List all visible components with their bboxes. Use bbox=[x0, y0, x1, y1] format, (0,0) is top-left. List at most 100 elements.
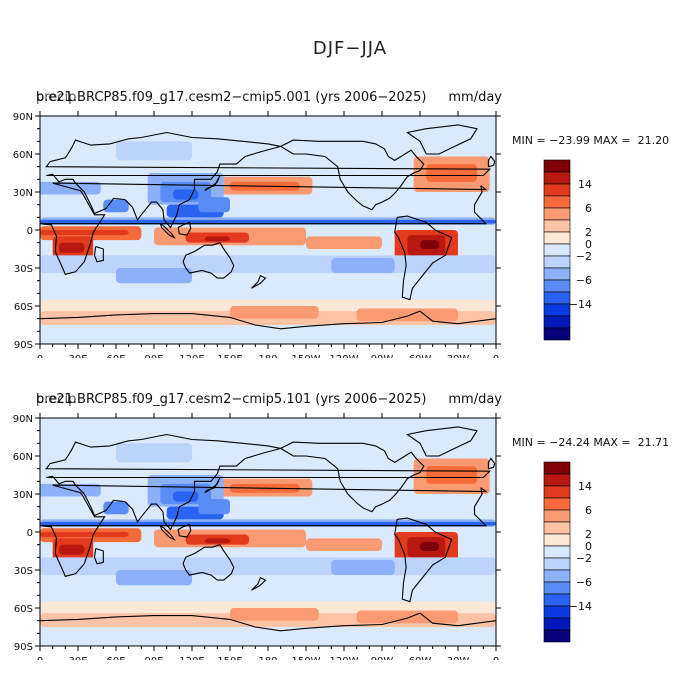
coastline bbox=[280, 139, 425, 211]
colorbar-box bbox=[543, 485, 571, 499]
colorbar-box bbox=[543, 509, 571, 523]
anomaly-region bbox=[40, 255, 496, 274]
coastline bbox=[40, 612, 496, 632]
colorbar-label: 2 bbox=[585, 226, 592, 239]
coastline bbox=[45, 433, 492, 531]
colorbar-label: −2 bbox=[576, 250, 592, 263]
anomaly-region bbox=[40, 418, 496, 441]
coastline bbox=[394, 517, 453, 603]
y-tick-label: 90N bbox=[13, 414, 33, 425]
coastlines bbox=[40, 124, 496, 330]
x-tick-label: 30E bbox=[68, 656, 87, 660]
colorbar-box bbox=[543, 255, 571, 269]
y-tick-label: 90S bbox=[14, 642, 33, 653]
colorbar-boxes bbox=[543, 159, 571, 341]
anomaly-region bbox=[116, 141, 192, 161]
anomaly-region bbox=[40, 299, 496, 312]
anomaly-region bbox=[40, 532, 129, 538]
colorbar-box bbox=[543, 533, 571, 547]
colorbar-box bbox=[543, 291, 571, 305]
colorbar-labels: 14 6 20−2 −6 −14 bbox=[569, 480, 592, 613]
coastline bbox=[159, 223, 176, 240]
colorbar-box bbox=[543, 267, 571, 281]
x-tick-label: 120E bbox=[179, 354, 204, 358]
x-tick-label: 150E bbox=[217, 354, 242, 358]
colorbar-box bbox=[543, 569, 571, 583]
anomaly-region bbox=[356, 610, 458, 624]
colorbar-label: −2 bbox=[576, 552, 592, 565]
coastline bbox=[40, 182, 488, 275]
x-tick-label: 30W bbox=[447, 656, 470, 660]
x-tick-label: 60E bbox=[106, 354, 125, 358]
coastline bbox=[93, 547, 104, 565]
colorbar-box bbox=[543, 461, 571, 475]
y-tick-label: 30S bbox=[14, 566, 33, 577]
y-tick-label: 60S bbox=[14, 302, 33, 313]
anomaly-region bbox=[204, 538, 230, 544]
y-tick-label: 60N bbox=[13, 150, 33, 161]
colorbar-box bbox=[543, 195, 571, 209]
y-tick-label: 90N bbox=[13, 112, 33, 123]
coastline bbox=[251, 576, 267, 591]
anomaly-field bbox=[40, 418, 496, 646]
anomaly-region bbox=[420, 542, 439, 551]
anomaly-region bbox=[116, 570, 192, 586]
colorbar-box bbox=[543, 521, 571, 535]
page-title: DJF−JJA bbox=[312, 38, 388, 59]
anomaly-region bbox=[59, 242, 85, 253]
colorbar-box bbox=[543, 497, 571, 511]
anomaly-region bbox=[426, 466, 477, 484]
coastline bbox=[204, 175, 221, 192]
panel-2-header: b.e21.BRCP85.f09_g17.cesm2−cmip5.101 (yr… bbox=[36, 392, 506, 412]
anomaly-region bbox=[40, 601, 496, 614]
x-tick-label: 180 bbox=[258, 656, 277, 660]
colorbar-label: 14 bbox=[578, 178, 592, 191]
x-tick-label: 180 bbox=[258, 354, 277, 358]
x-tick-label: 60W bbox=[409, 354, 432, 358]
coastline bbox=[93, 245, 104, 263]
coastline bbox=[177, 221, 192, 236]
panel-1-colorbar: 14 6 20−2 −6 −14 bbox=[543, 159, 592, 341]
panel-2-units: mm/day bbox=[448, 392, 502, 407]
colorbar-box bbox=[543, 557, 571, 571]
x-tick-label: 120W bbox=[330, 354, 359, 358]
panel-1-variable-title: precip bbox=[36, 90, 77, 105]
panel-1-units: mm/day bbox=[448, 90, 502, 105]
coastline bbox=[159, 525, 176, 542]
anomaly-region bbox=[204, 236, 230, 242]
colorbar-boxes bbox=[543, 461, 571, 643]
panel-1-map: 030E60E90E120E150E180150W120W90W60W30W09… bbox=[13, 111, 501, 358]
colorbar-box bbox=[543, 315, 571, 329]
anomaly-region bbox=[356, 308, 458, 322]
x-tick-label: 30E bbox=[68, 354, 87, 358]
anomaly-region bbox=[426, 164, 477, 182]
x-tick-label: 90W bbox=[371, 656, 394, 660]
panel-2-variable-title: precip bbox=[36, 392, 77, 407]
anomaly-region bbox=[230, 306, 319, 319]
panel-1-min-max: MIN = −23.99 MAX = 21.20 bbox=[512, 134, 670, 147]
x-tick-label: 150W bbox=[292, 354, 321, 358]
x-tick-label: 150W bbox=[292, 656, 321, 660]
x-tick-label: 30W bbox=[447, 354, 470, 358]
x-tick-label: 60W bbox=[409, 656, 432, 660]
x-tick-label: 120W bbox=[330, 656, 359, 660]
colorbar-box bbox=[543, 171, 571, 185]
panel-2-min-max: MIN = −24.24 MAX = 21.71 bbox=[512, 436, 670, 449]
x-tick-label: 0 bbox=[37, 656, 43, 660]
anomaly-region bbox=[103, 501, 129, 515]
colorbar-label: 2 bbox=[585, 528, 592, 541]
colorbar-box bbox=[543, 545, 571, 559]
colorbar-label: −6 bbox=[576, 274, 592, 287]
coastline bbox=[405, 124, 478, 155]
anomaly-region bbox=[40, 116, 496, 139]
y-tick-label: 60S bbox=[14, 604, 33, 615]
anomaly-region bbox=[173, 189, 199, 200]
y-tick-label: 90S bbox=[14, 340, 33, 351]
anomaly-region bbox=[306, 236, 382, 249]
x-tick-label: 90E bbox=[144, 656, 163, 660]
coastline bbox=[182, 242, 235, 279]
anomaly-region bbox=[198, 499, 230, 515]
colorbar-box bbox=[543, 473, 571, 487]
coastline bbox=[280, 441, 425, 513]
panel-1-case-title: b.e21.BRCP85.f09_g17.cesm2−cmip5.001 (yr… bbox=[36, 90, 427, 105]
